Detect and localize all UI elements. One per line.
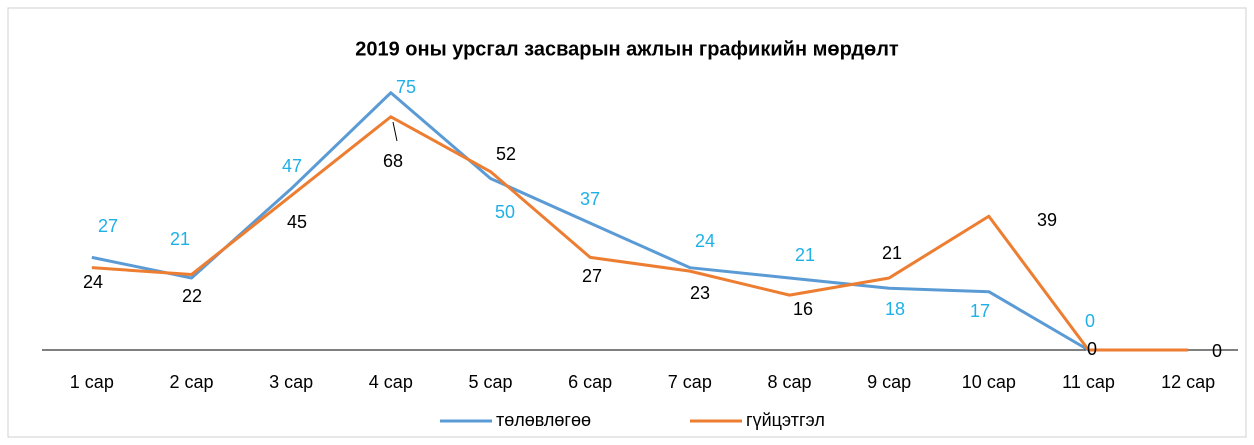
x-tick-label: 3 сар (269, 372, 313, 392)
x-tick-label: 7 сар (668, 372, 712, 392)
data-label: 0 (1085, 311, 1095, 331)
data-label: 18 (885, 299, 905, 319)
data-label: 24 (83, 272, 103, 292)
data-label: 21 (795, 245, 815, 265)
x-tick-label: 4 сар (369, 372, 413, 392)
data-label: 17 (970, 301, 990, 321)
data-label: 45 (287, 212, 307, 232)
data-label: 27 (98, 216, 118, 236)
data-label: 52 (496, 144, 516, 164)
x-tick-label: 8 сар (767, 372, 811, 392)
data-label: 0 (1087, 339, 1097, 359)
data-label: 50 (495, 202, 515, 222)
data-label: 0 (1212, 341, 1222, 361)
leader-line (392, 121, 398, 142)
data-label: 16 (793, 299, 813, 319)
data-label: 75 (396, 77, 416, 97)
x-tick-label: 5 сар (468, 372, 512, 392)
x-tick-label: 2 сар (169, 372, 213, 392)
data-label: 23 (690, 283, 710, 303)
chart-title: 2019 оны урсгал засварын ажлын графикийн… (355, 38, 899, 60)
x-tick-label: 12 сар (1161, 372, 1215, 392)
data-label: 37 (580, 189, 600, 209)
data-label: 21 (170, 229, 190, 249)
x-tick-label: 11 сар (1062, 372, 1115, 392)
x-tick-label: 6 сар (568, 372, 612, 392)
data-label: 47 (282, 156, 302, 176)
series-line (91, 91, 1090, 352)
chart-border (7, 7, 1247, 438)
data-label: 22 (182, 286, 202, 306)
legend-label: гүйцэтгэл (746, 410, 825, 430)
data-label: 24 (695, 231, 715, 251)
data-label: 27 (582, 266, 602, 286)
data-label: 39 (1037, 210, 1057, 230)
x-tick-label: 9 сар (867, 372, 911, 392)
legend-label: төлөвлөгөө (496, 410, 591, 430)
x-tick-label: 10 сар (962, 372, 1016, 392)
x-tick-label: 1 сар (70, 372, 114, 392)
data-label: 21 (882, 243, 902, 263)
series-line (91, 115, 1189, 352)
data-label: 68 (383, 151, 403, 171)
